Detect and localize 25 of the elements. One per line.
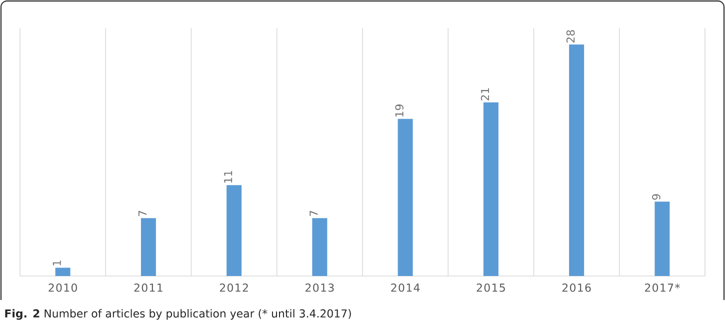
bar <box>483 102 498 276</box>
bar <box>226 185 242 276</box>
data-label: 1 <box>52 260 61 266</box>
bar <box>569 44 584 276</box>
bar <box>398 118 413 276</box>
data-label: 7 <box>310 210 318 216</box>
data-label: 21 <box>480 88 490 100</box>
text: Fig. 2 Number of articles by publication year (* until 3.4.2017) <box>5 309 351 320</box>
x-tick-label: 2016 <box>562 284 591 292</box>
x-tick-label: 2012 <box>220 284 248 292</box>
bar <box>654 202 670 276</box>
data-label: 7 <box>138 210 146 216</box>
x-tick-label: 2011 <box>134 284 162 292</box>
x-tick-label: 2013 <box>306 284 334 292</box>
x-tick-label: 2010 <box>48 284 78 292</box>
bar <box>55 268 70 276</box>
data-label: 11 <box>224 170 232 183</box>
bar <box>140 218 156 276</box>
x-tick-label: 2017* <box>644 284 680 292</box>
x-tick-label: 2014 <box>391 284 420 292</box>
data-label: 9 <box>652 194 660 200</box>
data-label: 19 <box>395 104 404 117</box>
bar <box>312 218 328 276</box>
data-label: 28 <box>566 30 575 43</box>
x-tick-label: 2015 <box>476 284 505 292</box>
